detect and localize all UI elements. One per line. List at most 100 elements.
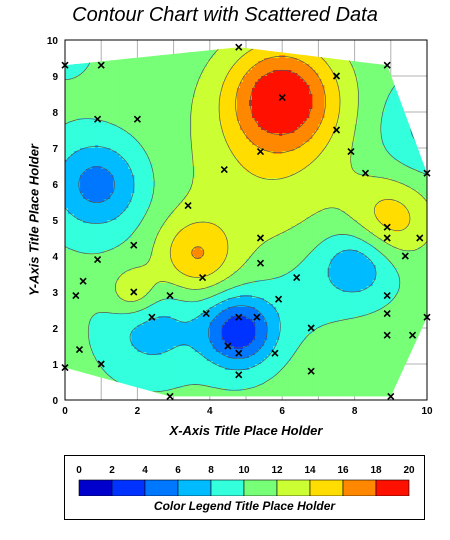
- contour-cell: [417, 118, 422, 122]
- contour-cell: [224, 58, 229, 62]
- contour-cell: [200, 157, 205, 161]
- contour-cell: [155, 94, 160, 98]
- contour-cell: [306, 133, 310, 137]
- contour-cell: [360, 112, 365, 116]
- contour-cell: [128, 88, 132, 92]
- contour-cell: [89, 49, 93, 53]
- contour-cell: [342, 64, 347, 68]
- contour-cell: [116, 70, 120, 74]
- contour-cell: [221, 160, 226, 164]
- contour-cell: [233, 145, 238, 149]
- contour-cell: [71, 106, 75, 110]
- contour-cell: [420, 142, 425, 146]
- contour-cell: [164, 58, 169, 62]
- contour-cell: [330, 88, 335, 92]
- contour-cell: [363, 130, 368, 134]
- contour-cell: [258, 79, 262, 83]
- contour-cell: [83, 142, 87, 146]
- contour-cell: [246, 73, 250, 77]
- contour-cell: [417, 127, 422, 131]
- contour-cell: [369, 121, 374, 125]
- contour-cell: [203, 145, 208, 149]
- contour-cell: [173, 47, 178, 50]
- contour-cell: [80, 79, 84, 83]
- contour-cell: [315, 64, 319, 68]
- contour-cell: [203, 100, 208, 104]
- contour-cell: [360, 73, 365, 77]
- contour-cell: [294, 55, 298, 59]
- contour-cell: [239, 160, 244, 164]
- contour-cell: [387, 154, 392, 158]
- contour-cell: [394, 40, 398, 44]
- contour-cell: [65, 133, 69, 137]
- contour-cell: [143, 94, 148, 98]
- contour-cell: [113, 106, 117, 110]
- contour-cell: [309, 97, 313, 101]
- contour-cell: [242, 88, 247, 92]
- contour-cell: [179, 124, 184, 128]
- contour-cell: [396, 70, 401, 74]
- contour-cell: [315, 112, 319, 116]
- contour-cell: [140, 94, 145, 98]
- contour-cell: [236, 70, 241, 74]
- contour-cell: [155, 109, 160, 113]
- contour-cell: [375, 79, 380, 83]
- contour-cell: [282, 145, 286, 149]
- contour-cell: [291, 112, 295, 116]
- contour-cell: [288, 64, 292, 68]
- contour-cell: [261, 139, 265, 143]
- contour-cell: [408, 70, 413, 74]
- contour-cell: [161, 103, 166, 107]
- contour-cell: [158, 145, 163, 149]
- contour-cell: [321, 124, 326, 128]
- contour-cell: [303, 112, 307, 116]
- contour-cell: [107, 67, 111, 71]
- contour-cell: [179, 112, 184, 116]
- contour-cell: [131, 79, 135, 83]
- contour-cell: [282, 82, 286, 86]
- contour-cell: [74, 154, 78, 158]
- contour-cell: [203, 121, 208, 125]
- contour-cell: [366, 157, 371, 161]
- contour-cell: [176, 52, 181, 56]
- contour-cell: [236, 47, 241, 50]
- contour-cell: [309, 118, 313, 122]
- contour-cell: [149, 88, 154, 92]
- contour-cell: [390, 103, 395, 107]
- contour-cell: [297, 133, 301, 137]
- contour-cell: [324, 91, 329, 95]
- contour-cell: [170, 145, 175, 149]
- contour-cell: [236, 73, 241, 77]
- contour-cell: [197, 121, 202, 125]
- contour-cell: [282, 91, 286, 95]
- contour-cell: [227, 91, 232, 95]
- contour-cell: [101, 103, 105, 107]
- contour-cell: [252, 136, 256, 140]
- contour-cell: [417, 79, 422, 83]
- contour-cell: [390, 79, 395, 83]
- contour-cell: [360, 121, 365, 125]
- contour-cell: [330, 127, 335, 131]
- contour-cell: [74, 142, 78, 146]
- contour-cell: [92, 76, 96, 80]
- contour-cell: [288, 52, 292, 56]
- contour-cell: [83, 40, 87, 44]
- contour-cell: [255, 47, 259, 50]
- contour-cell: [318, 130, 323, 134]
- contour-cell: [185, 91, 190, 95]
- contour-cell: [188, 163, 193, 167]
- contour-cell: [101, 160, 105, 164]
- contour-cell: [270, 142, 274, 146]
- contour-cell: [194, 58, 199, 62]
- contour-cell: [167, 70, 172, 74]
- contour-cell: [128, 97, 132, 101]
- contour-cell: [152, 47, 157, 50]
- contour-cell: [242, 70, 247, 74]
- contour-cell: [128, 127, 132, 131]
- contour-cell: [239, 133, 244, 137]
- contour-cell: [143, 82, 148, 86]
- contour-cell: [357, 124, 362, 128]
- contour-cell: [152, 148, 157, 152]
- contour-cell: [221, 49, 226, 53]
- contour-cell: [206, 118, 211, 122]
